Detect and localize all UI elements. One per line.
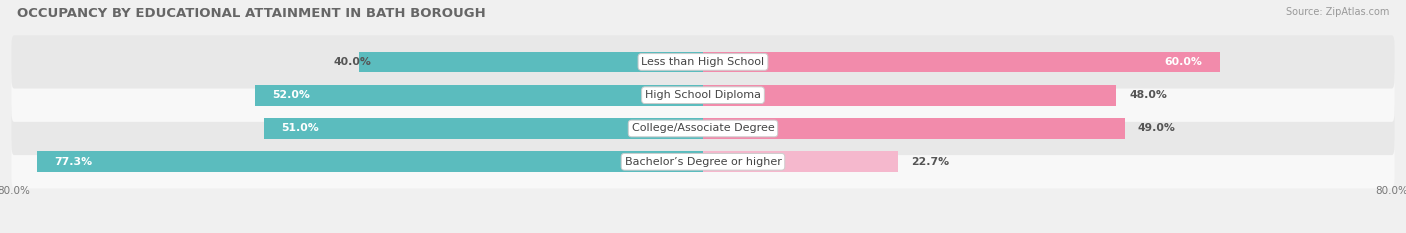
Bar <box>359 51 703 72</box>
Bar <box>703 51 1219 72</box>
Bar <box>703 85 1116 106</box>
Bar <box>703 151 898 172</box>
FancyBboxPatch shape <box>11 102 1395 155</box>
Text: College/Associate Degree: College/Associate Degree <box>631 123 775 134</box>
Bar <box>703 118 1125 139</box>
FancyBboxPatch shape <box>11 69 1395 122</box>
Bar <box>38 151 703 172</box>
Text: Bachelor’s Degree or higher: Bachelor’s Degree or higher <box>624 157 782 167</box>
Text: 51.0%: 51.0% <box>281 123 319 134</box>
Text: 48.0%: 48.0% <box>1129 90 1167 100</box>
FancyBboxPatch shape <box>11 35 1395 89</box>
Text: OCCUPANCY BY EDUCATIONAL ATTAINMENT IN BATH BOROUGH: OCCUPANCY BY EDUCATIONAL ATTAINMENT IN B… <box>17 7 485 20</box>
Text: 40.0%: 40.0% <box>333 57 371 67</box>
Text: 77.3%: 77.3% <box>55 157 93 167</box>
Text: Less than High School: Less than High School <box>641 57 765 67</box>
Text: 22.7%: 22.7% <box>911 157 949 167</box>
Text: 49.0%: 49.0% <box>1137 123 1175 134</box>
FancyBboxPatch shape <box>11 135 1395 188</box>
Text: Source: ZipAtlas.com: Source: ZipAtlas.com <box>1285 7 1389 17</box>
Text: 52.0%: 52.0% <box>273 90 311 100</box>
Bar <box>264 118 703 139</box>
Bar <box>256 85 703 106</box>
Text: 60.0%: 60.0% <box>1164 57 1202 67</box>
Text: High School Diploma: High School Diploma <box>645 90 761 100</box>
